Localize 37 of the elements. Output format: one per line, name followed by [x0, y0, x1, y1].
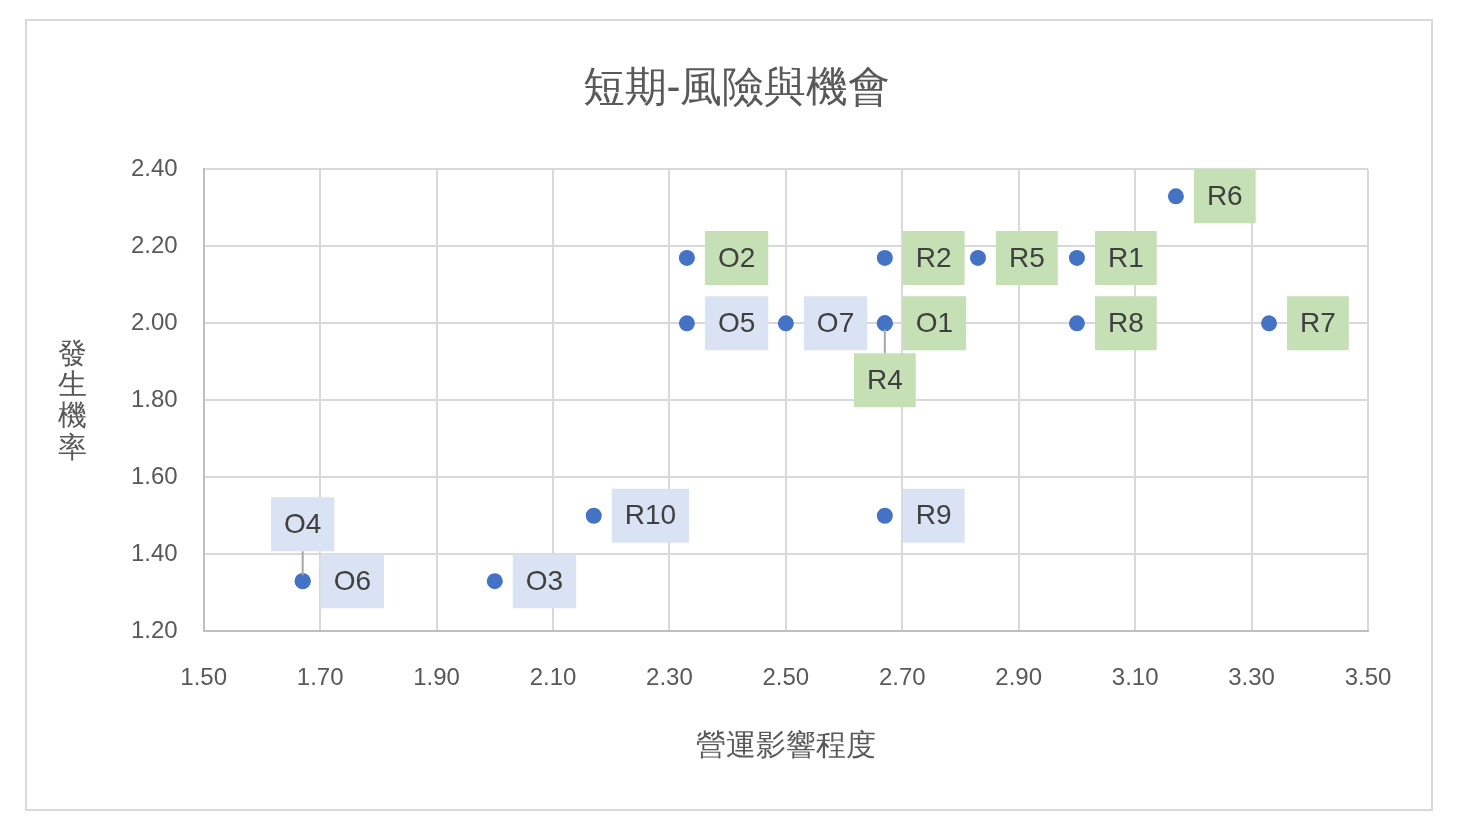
- y-tick-label: 2.40: [130, 154, 178, 182]
- data-label: O4: [284, 507, 322, 539]
- data-label: R10: [624, 499, 677, 531]
- data-label: O6: [333, 564, 372, 596]
- x-tick-label: 1.50: [180, 663, 228, 691]
- data-label: R7: [1300, 307, 1336, 339]
- x-tick-label: 2.90: [995, 663, 1043, 691]
- y-tick-label: 1.40: [130, 538, 178, 566]
- data-label: O5: [717, 307, 756, 339]
- x-tick-label: 2.70: [878, 663, 926, 691]
- data-label: R5: [1008, 241, 1045, 273]
- data-label: R2: [915, 241, 952, 273]
- data-label: O3: [525, 564, 564, 596]
- data-label: R9: [915, 499, 952, 531]
- chart-title: 短期-風險與機會: [582, 62, 891, 110]
- x-tick-label: 2.30: [646, 663, 693, 691]
- data-label: O1: [915, 307, 954, 339]
- y-tick-label: 1.60: [130, 461, 178, 489]
- x-tick-label: 1.70: [296, 663, 344, 691]
- data-label: R1: [1107, 241, 1144, 273]
- data-label: O2: [717, 241, 756, 273]
- data-label: O7: [816, 307, 855, 339]
- x-tick-label: 2.50: [762, 663, 810, 691]
- y-axis-title: 發生機率: [57, 336, 88, 464]
- y-tick-label: 1.80: [130, 384, 178, 412]
- x-tick-label: 3.30: [1228, 663, 1275, 691]
- y-tick-label: 2.00: [130, 307, 178, 335]
- y-tick-label: 1.20: [130, 615, 178, 643]
- x-tick-label: 2.10: [529, 663, 577, 691]
- x-tick-label: 1.90: [413, 663, 460, 691]
- x-tick-label: 3.10: [1111, 663, 1159, 691]
- y-tick-label: 2.20: [130, 230, 178, 258]
- data-label: R6: [1206, 180, 1243, 212]
- data-label: R4: [866, 364, 903, 396]
- data-label: R8: [1107, 307, 1144, 339]
- x-tick-label: 3.50: [1344, 663, 1392, 691]
- x-axis-title: 營運影響程度: [695, 728, 876, 762]
